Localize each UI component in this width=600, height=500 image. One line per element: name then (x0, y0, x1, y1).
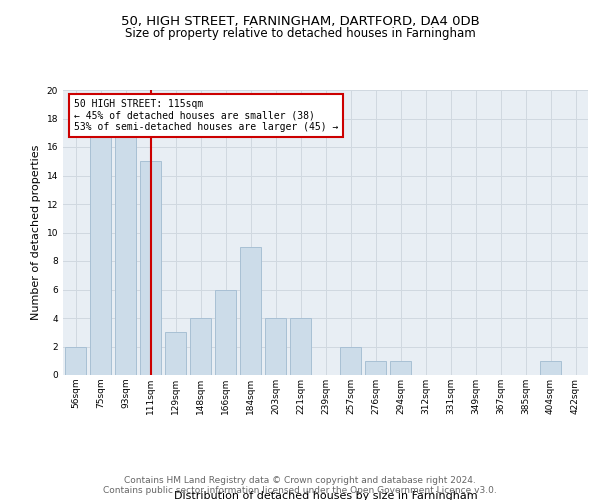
Bar (215, 290, 236, 375)
Bar (140, 161, 161, 375)
Bar (540, 361, 561, 375)
Bar (115, 132, 136, 375)
Text: 50, HIGH STREET, FARNINGHAM, DARTFORD, DA4 0DB: 50, HIGH STREET, FARNINGHAM, DARTFORD, D… (121, 15, 479, 28)
Bar (240, 246, 261, 375)
Bar (165, 332, 186, 375)
Text: 50 HIGH STREET: 115sqm
← 45% of detached houses are smaller (38)
53% of semi-det: 50 HIGH STREET: 115sqm ← 45% of detached… (74, 98, 338, 132)
Bar (265, 318, 286, 375)
Y-axis label: Number of detached properties: Number of detached properties (31, 145, 41, 320)
X-axis label: Distribution of detached houses by size in Farningham: Distribution of detached houses by size … (173, 490, 478, 500)
Bar (190, 318, 211, 375)
Text: Contains HM Land Registry data © Crown copyright and database right 2024.
Contai: Contains HM Land Registry data © Crown c… (103, 476, 497, 495)
Bar (365, 361, 386, 375)
Text: Size of property relative to detached houses in Farningham: Size of property relative to detached ho… (125, 28, 475, 40)
Bar (340, 346, 361, 375)
Bar (90, 132, 111, 375)
Bar (390, 361, 411, 375)
Bar (65, 346, 86, 375)
Bar (290, 318, 311, 375)
